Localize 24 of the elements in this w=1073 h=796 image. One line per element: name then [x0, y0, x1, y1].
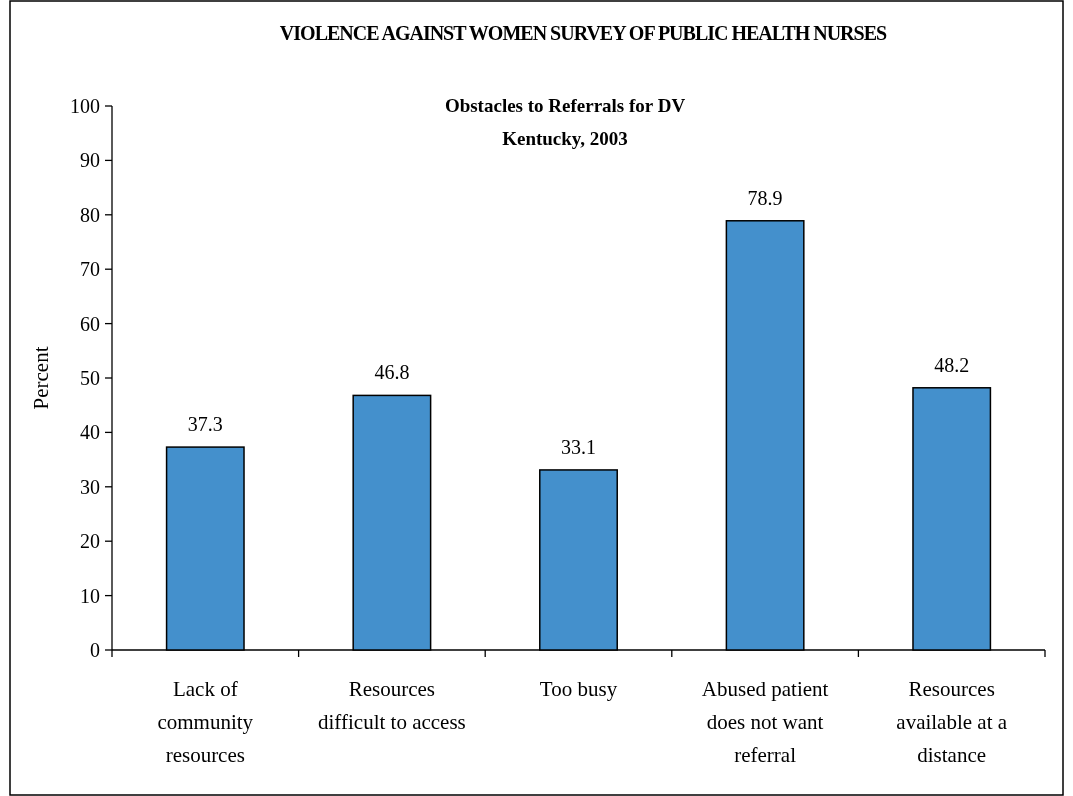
x-tick-label: Lack of community resources: [157, 677, 254, 767]
y-tick-label: 50: [80, 367, 100, 389]
data-label: 37.3: [187, 413, 223, 436]
y-tick-label: 40: [80, 421, 100, 444]
data-label: 78.9: [747, 186, 783, 209]
y-tick-label: 30: [80, 475, 100, 498]
y-tick-label: 100: [70, 95, 100, 117]
y-tick-label: 0: [90, 639, 100, 661]
data-label: 46.8: [374, 361, 410, 384]
y-tick-label: 60: [80, 312, 100, 335]
data-label: 48.2: [934, 353, 970, 376]
y-tick-label: 80: [80, 203, 100, 226]
y-tick-label: 70: [80, 258, 100, 281]
y-tick-label: 10: [80, 584, 100, 607]
y-tick-label: 90: [80, 149, 100, 172]
data-label: 33.1: [561, 435, 596, 458]
y-tick-label: 20: [80, 530, 100, 553]
x-tick-label: Abused patient does not want referral: [701, 677, 829, 767]
y-axis-title: Percent: [29, 346, 53, 410]
x-tick-label: Resources available at a distance: [896, 677, 1008, 767]
chart-title: VIOLENCE AGAINST WOMEN SURVEY OF PUBLIC HEALTH NURSES: [279, 22, 887, 44]
x-tick-label: Too busy: [539, 677, 618, 701]
x-tick-label: Resources difficult to access: [318, 677, 466, 734]
chart-subtitle: Obstacles to Referrals for DV Kentucky, 2003: [444, 95, 686, 149]
